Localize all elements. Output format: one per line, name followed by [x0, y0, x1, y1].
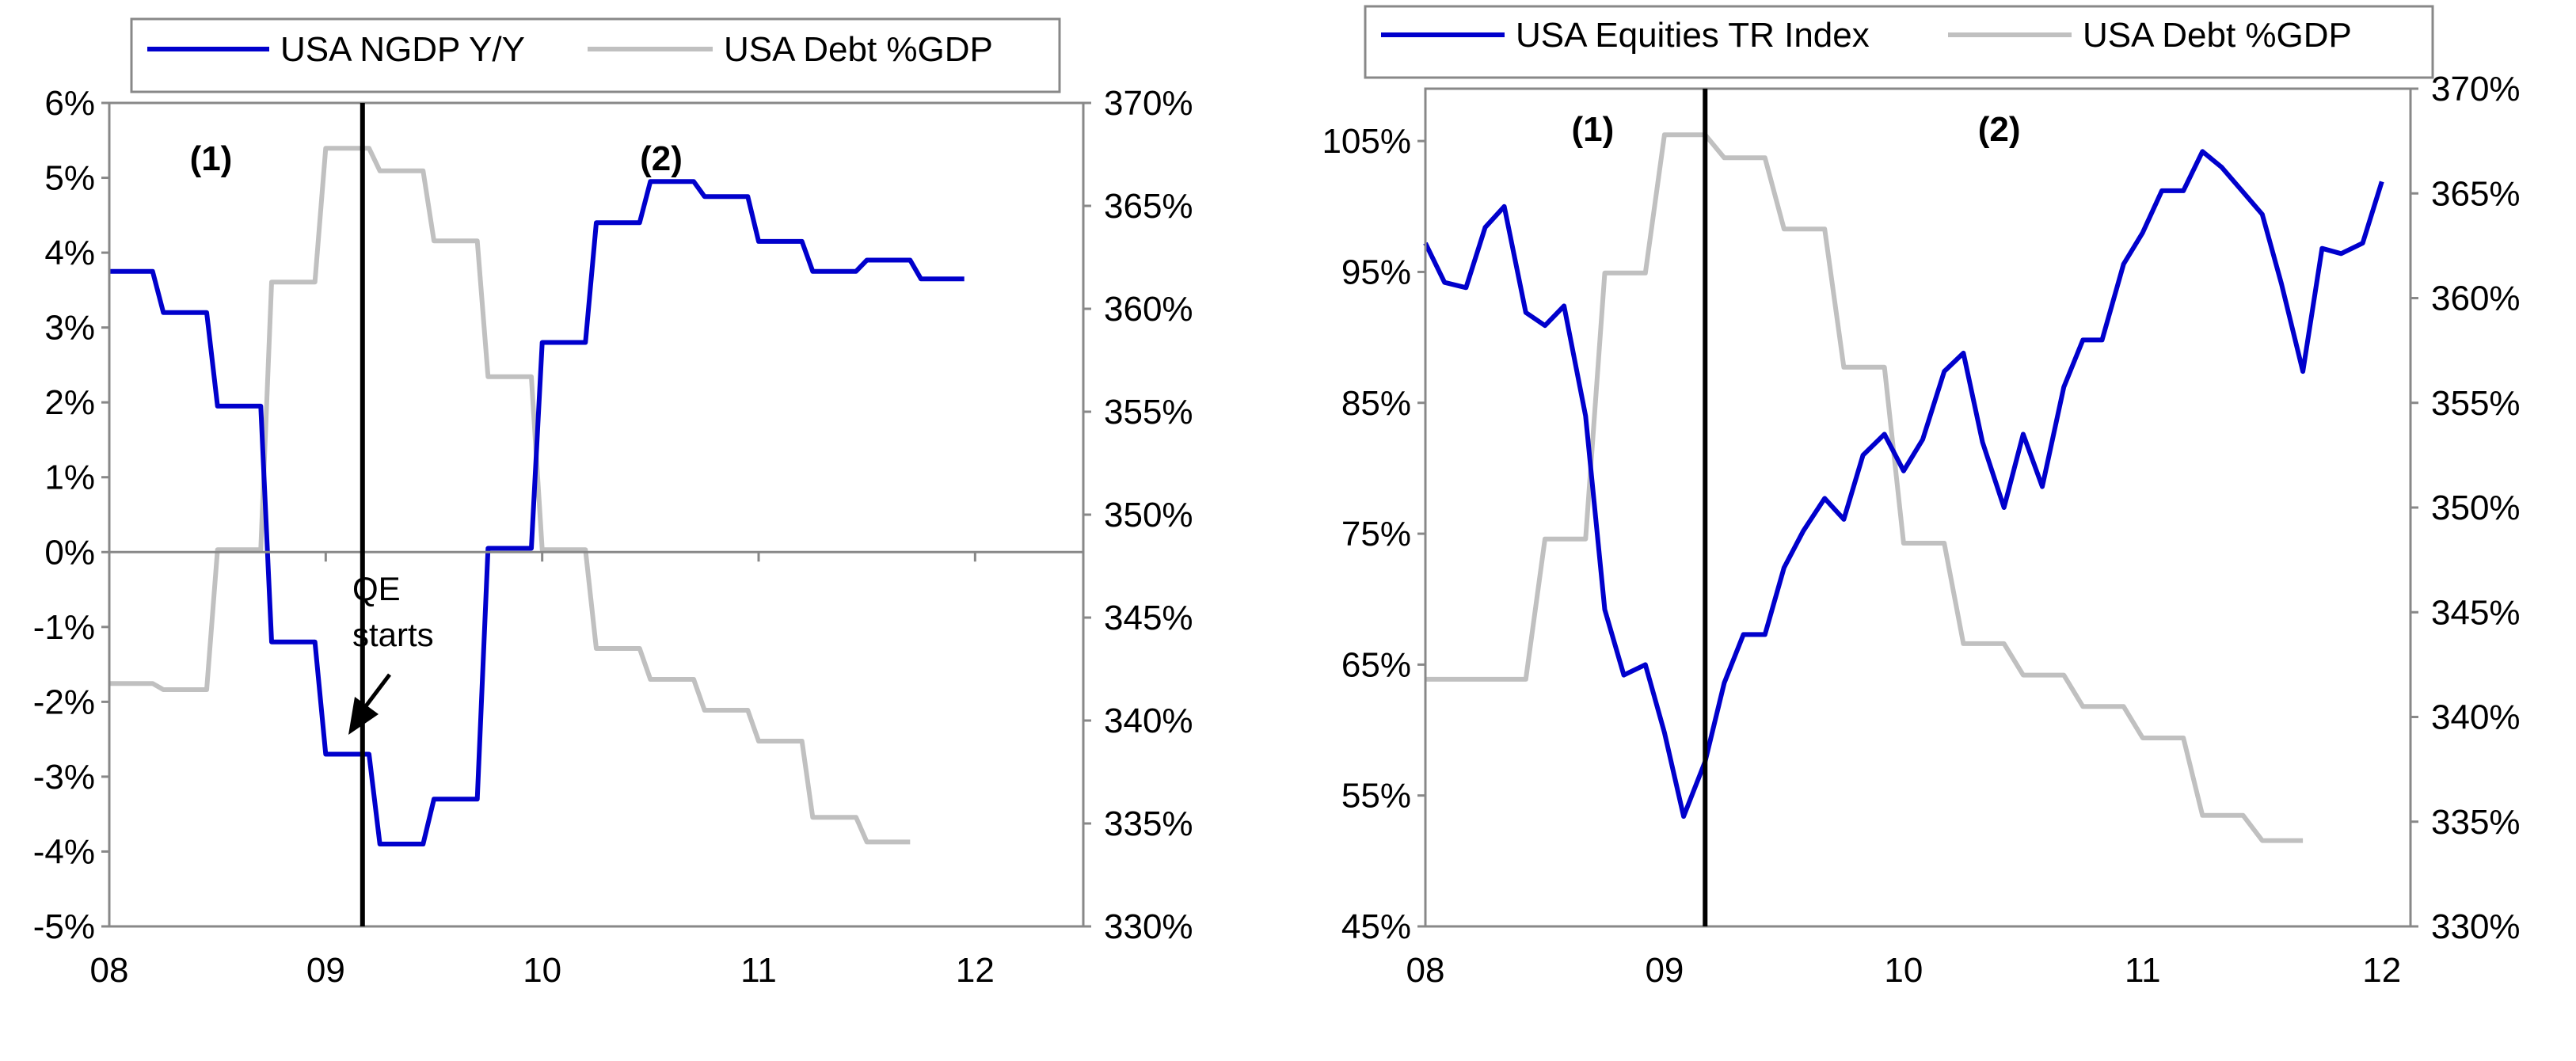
left-tick-label-1-4: -1% [33, 608, 95, 647]
x-ticks-1: 08 09 10 11 12 [90, 552, 995, 990]
left-tick-label-1-10: 5% [44, 159, 95, 198]
right-tick-label-2-0: 330% [2431, 907, 2521, 946]
plot-frame-1 [108, 101, 1085, 928]
right-tick-label-1-6: 360% [1104, 290, 1193, 329]
right-tick-label-2-7: 365% [2431, 174, 2521, 213]
x-tick-label-1-2: 10 [523, 951, 561, 990]
series-line-2-0 [1423, 149, 2384, 820]
left-ticks-1: -5% -4% -3% -2% -1% 0% 1% 2% 3% 4% 5% 6% [33, 84, 109, 946]
phase-label-1-1: (1) [190, 139, 233, 178]
x-tick-label-1-0: 08 [90, 951, 129, 990]
legend-label-2b: USA Debt %GDP [2083, 16, 2352, 55]
x-tick-label-2-0: 08 [1406, 951, 1445, 990]
right-tick-label-2-8: 370% [2431, 70, 2521, 108]
right-tick-label-2-6: 360% [2431, 280, 2521, 318]
legend-box-1 [130, 17, 1061, 93]
right-tick-label-2-1: 335% [2431, 803, 2521, 842]
legend-label-1a: USA NGDP Y/Y [280, 30, 525, 69]
left-tick-label-1-2: -3% [33, 758, 95, 797]
right-tick-label-1-0: 330% [1104, 907, 1193, 946]
left-tick-label-2-6: 105% [1322, 122, 1411, 161]
left-tick-label-2-5: 95% [1341, 253, 1411, 291]
x-tick-label-2-1: 09 [1645, 951, 1684, 990]
series-1 [109, 146, 965, 846]
x-tick-label-2-4: 12 [2362, 951, 2401, 990]
left-tick-label-2-1: 55% [1341, 777, 1411, 816]
qe-annotation-line1: QE [352, 570, 401, 607]
right-tick-label-1-4: 350% [1104, 496, 1193, 534]
x-tick-label-2-3: 11 [2125, 951, 2161, 990]
phase-label-1-2: (2) [640, 139, 683, 178]
left-tick-label-1-3: -2% [33, 683, 95, 721]
x-tick-label-1-3: 11 [740, 951, 777, 990]
right-tick-label-1-3: 345% [1104, 599, 1193, 637]
legend-label-1b: USA Debt %GDP [724, 30, 993, 69]
x-tick-label-2-2: 10 [1884, 951, 1923, 990]
chart-ngdp-vs-debt: USA NGDP Y/Y USA Debt %GDP -5%-4%-3%-2%-… [33, 17, 1193, 990]
left-tick-label-1-11: 6% [44, 84, 95, 123]
left-tick-label-1-7: 2% [44, 383, 95, 422]
series-line-2-1 [1425, 132, 2304, 843]
left-tick-label-1-0: -5% [33, 907, 95, 946]
phase-label-2-2: (2) [1978, 110, 2021, 149]
left-tick-label-1-1: -4% [33, 832, 95, 871]
left-tick-label-1-5: 0% [44, 533, 95, 572]
right-ticks-2: 330% 335% 340% 345% 350% 355% 360% 365% 370% [2410, 70, 2521, 946]
x-tick-label-1-1: 09 [306, 951, 345, 990]
right-tick-label-1-7: 365% [1104, 187, 1193, 226]
x-ticks-2: 08 09 10 11 12 [1406, 951, 2402, 990]
left-tick-label-2-2: 65% [1341, 645, 1411, 684]
series-line-1-1 [109, 146, 911, 845]
plot-frame-2 [1424, 87, 2412, 928]
qe-arrow-head [348, 697, 379, 735]
left-tick-label-2-0: 45% [1341, 907, 1411, 946]
left-tick-label-1-6: 1% [44, 458, 95, 497]
right-tick-label-2-3: 345% [2431, 593, 2521, 632]
left-tick-label-1-8: 3% [44, 309, 95, 348]
right-tick-label-2-5: 355% [2431, 384, 2521, 423]
right-tick-label-1-2: 340% [1104, 702, 1193, 740]
left-ticks-2: 45% 55% 65% 75% 85% 95% 105% [1322, 122, 1425, 946]
right-tick-label-1-8: 370% [1104, 84, 1193, 123]
right-tick-label-1-1: 335% [1104, 804, 1193, 843]
qe-annotation-line2: starts [352, 616, 434, 653]
series-line-1-0 [109, 179, 965, 846]
left-tick-label-2-3: 75% [1341, 515, 1411, 553]
x-tick-label-1-4: 12 [956, 951, 995, 990]
right-tick-label-2-4: 350% [2431, 489, 2521, 527]
left-tick-label-1-9: 4% [44, 234, 95, 272]
legend-box-2 [1364, 5, 2434, 79]
left-tick-label-2-4: 85% [1341, 384, 1411, 423]
legend-label-2a: USA Equities TR Index [1516, 16, 1870, 55]
series-2 [1423, 132, 2384, 843]
right-ticks-1: 330% 335% 340% 345% 350% 355% 360% 365% 370% [1083, 84, 1193, 946]
chart-equities-vs-debt: USA Equities TR Index USA Debt %GDP 45% 5… [1322, 5, 2521, 990]
phase-label-2-1: (1) [1571, 110, 1614, 149]
right-tick-label-2-2: 340% [2431, 698, 2521, 737]
right-tick-label-1-5: 355% [1104, 393, 1193, 432]
